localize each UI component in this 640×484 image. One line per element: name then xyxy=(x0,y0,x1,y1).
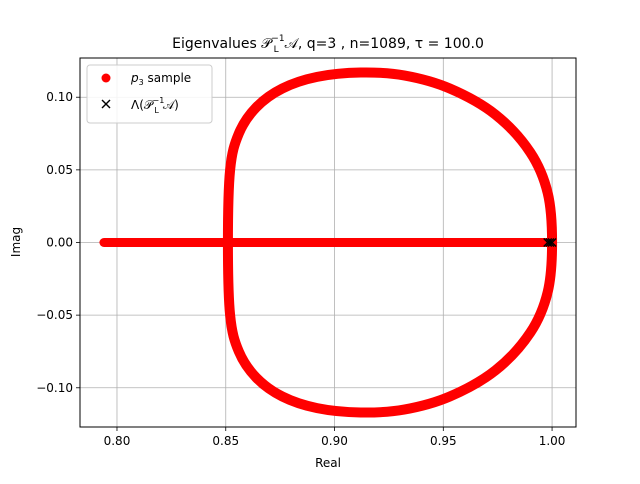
legend-marker-sample xyxy=(101,73,111,83)
eigenvalue-marker xyxy=(545,238,555,247)
x-tick-label: 0.85 xyxy=(212,434,239,448)
x-tick-label: 0.95 xyxy=(430,434,457,448)
y-tick-label: −0.05 xyxy=(36,308,73,322)
legend-box xyxy=(86,64,213,124)
x-axis-label: Real xyxy=(315,456,341,470)
eigenvalue-marker xyxy=(547,238,557,247)
axis-ticks: 0.80 0.85 0.90 0.95 1.00 −0.10 −0.05 0.00 0.05 0.… xyxy=(36,90,565,448)
legend-label-eigen: Λ(𝒫−1 L 𝒜) xyxy=(131,96,179,115)
plot-data xyxy=(99,67,558,418)
legend-marker-eigen xyxy=(101,99,111,109)
y-tick-label: 0.00 xyxy=(46,236,73,250)
y-axis-label: Imag xyxy=(9,227,23,257)
y-tick-label: 0.05 xyxy=(46,163,73,177)
legend: p3 sample Λ(𝒫−1 L 𝒜) xyxy=(86,64,213,124)
x-tick-label: 0.80 xyxy=(104,434,131,448)
x-tick-label: 0.90 xyxy=(321,434,348,448)
y-tick-label: 0.10 xyxy=(46,90,73,104)
x-tick-label: 1.00 xyxy=(539,434,566,448)
chart-title: Eigenvalues 𝒫−1 L 𝒜, q=3 , n=1089, τ = 100… xyxy=(172,34,484,55)
legend-label-sample: p3 sample xyxy=(130,71,191,87)
y-tick-label: −0.10 xyxy=(36,381,73,395)
